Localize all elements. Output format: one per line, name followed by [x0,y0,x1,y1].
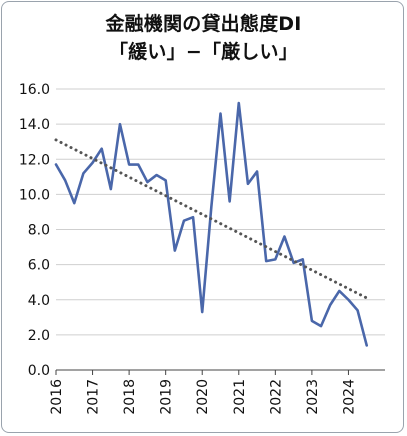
series-lines [54,101,369,347]
y-tick-label: 2.0 [28,328,50,344]
di-series-line [54,101,369,347]
y-tick-label: 4.0 [28,293,50,309]
axes [55,369,385,375]
y-tick-label: 10.0 [19,187,50,203]
x-tick-label: 2023 [305,379,321,415]
x-tick-label: 2024 [341,379,357,415]
x-tick-label: 2020 [195,379,211,415]
y-tick-label: 12.0 [19,152,50,168]
y-tick-label: 16.0 [19,82,50,98]
chart-title: 金融機関の貸出態度DI [105,13,302,35]
y-tick-label: 6.0 [28,258,50,274]
chart-subtitle: 「緩い」−「厳しい」 [109,41,298,63]
y-tick-label: 0.0 [28,363,50,379]
x-tick-label: 2022 [268,379,284,415]
trend-line [54,138,369,300]
gridlines [56,88,385,336]
x-tick-label: 2016 [49,379,65,415]
y-tick-label: 14.0 [19,117,50,133]
x-tick-label: 2017 [86,379,102,415]
y-tick-label: 8.0 [28,223,50,239]
y-tick-labels: 0.0 2.0 4.0 6.0 8.0 10.0 12.0 14.0 16.0 [19,82,50,379]
x-tick-label: 2018 [122,379,138,415]
x-tick-label: 2021 [232,379,248,415]
x-tick-label: 2019 [159,379,175,415]
x-tick-labels: 2016 2017 2018 2019 2020 2021 2022 2023 2024 [49,379,357,415]
